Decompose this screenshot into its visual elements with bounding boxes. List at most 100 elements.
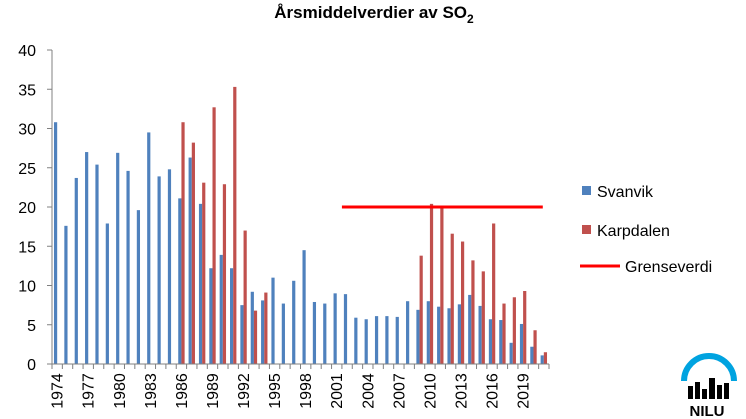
x-tick-label: 1989 — [205, 373, 222, 409]
bar-karpdalen-2020 — [533, 330, 537, 364]
bar-karpdalen-2011 — [440, 206, 444, 364]
bar-svanvik-2015 — [478, 305, 482, 364]
bar-svanvik-1982 — [136, 210, 141, 364]
x-tick-label: 1983 — [143, 373, 160, 409]
x-tick-label: 1992 — [236, 373, 253, 409]
bar-svanvik-2004 — [364, 319, 368, 364]
x-tick-label: 2004 — [360, 373, 377, 409]
bar-svanvik-1997 — [292, 280, 296, 364]
y-tick-label: 35 — [18, 82, 36, 99]
bar-svanvik-1976 — [74, 177, 78, 364]
x-tick-label: 2016 — [485, 373, 502, 409]
bar-svanvik-2005 — [374, 316, 379, 364]
bar-svanvik-2010 — [426, 301, 430, 364]
bar-karpdalen-2015 — [481, 271, 485, 364]
bar-karpdalen-2016 — [492, 223, 496, 364]
chart-title-main: Årsmiddelverdier av SO — [274, 3, 467, 22]
bar-svanvik-2002 — [343, 294, 348, 364]
nilu-logo: NILU — [681, 353, 737, 419]
y-tick-label: 20 — [18, 200, 36, 217]
bar-svanvik-1991 — [230, 268, 234, 364]
logo-building-1 — [688, 386, 693, 399]
bar-svanvik-1975 — [64, 225, 68, 364]
legend-swatch-svanvik — [582, 186, 591, 195]
bar-karpdalen-1993 — [253, 310, 258, 364]
bar-karpdalen-2009 — [419, 255, 423, 364]
x-axis-ticks: 1974 1977 1980 1983 1986 1989 1992 1995 1998 2001… — [50, 373, 533, 409]
x-tick-label: 2007 — [391, 373, 408, 409]
x-tick-label: 2013 — [453, 373, 470, 409]
bar-karpdalen-2013 — [460, 241, 465, 364]
bar-svanvik-2018 — [509, 342, 513, 364]
x-tick-label: 2010 — [422, 373, 439, 409]
bar-karpdalen-2012 — [450, 233, 454, 364]
bar-svanvik-1986 — [178, 198, 182, 364]
legend-label-grenseverdi: Grenseverdi — [625, 259, 712, 276]
logo-building-6 — [724, 383, 729, 399]
bar-svanvik-2014 — [468, 294, 472, 364]
x-tick-label: 2019 — [516, 373, 533, 409]
bar-svanvik-2017 — [499, 320, 503, 364]
bar-svanvik-1974 — [53, 122, 58, 364]
bar-karpdalen-2010 — [429, 203, 434, 364]
legend-swatch-karpdalen — [582, 225, 591, 234]
bar-karpdalen-2017 — [502, 303, 506, 364]
bar-svanvik-1978 — [95, 164, 99, 364]
x-tick-label: 1980 — [112, 373, 129, 409]
bar-karpdalen-1989 — [212, 107, 216, 365]
bar-karpdalen-1986 — [181, 122, 185, 364]
chart-title-subscript: 2 — [467, 12, 474, 26]
bar-svanvik-1992 — [240, 305, 244, 365]
bar-svanvik-2016 — [488, 319, 493, 364]
bar-svanvik-1998 — [302, 250, 306, 364]
x-tick-label: 1995 — [267, 373, 284, 409]
bar-svanvik-2008 — [406, 301, 410, 364]
bar-svanvik-2011 — [437, 306, 441, 364]
bar-svanvik-1988 — [198, 203, 203, 364]
axes — [47, 49, 550, 369]
bar-svanvik-2001 — [333, 293, 337, 364]
bar-svanvik-1993 — [250, 291, 254, 364]
bar-karpdalen-1994 — [264, 292, 268, 364]
y-tick-label: 0 — [27, 357, 36, 374]
logo-building-4 — [709, 378, 715, 399]
y-axis-ticks: 0 5 10 15 20 25 30 35 40 — [18, 43, 36, 374]
bar-karpdalen-1992 — [243, 230, 247, 364]
legend-label-svanvik: Svanvik — [597, 184, 654, 201]
bar-svanvik-2021 — [540, 355, 544, 364]
bar-svanvik-2013 — [457, 304, 461, 364]
bar-svanvik-1980 — [116, 152, 120, 364]
bar-svanvik-1999 — [312, 301, 317, 364]
bar-svanvik-1987 — [188, 157, 192, 364]
chart-title: Årsmiddelverdier av SO2 — [274, 3, 474, 26]
bars — [53, 86, 548, 365]
bar-svanvik-1983 — [147, 132, 151, 364]
bar-karpdalen-2021 — [543, 352, 548, 364]
bar-svanvik-1979 — [105, 223, 109, 364]
bar-karpdalen-1987 — [191, 142, 195, 364]
bar-svanvik-1994 — [261, 300, 265, 364]
bar-svanvik-2012 — [447, 308, 451, 364]
bar-karpdalen-1990 — [222, 184, 227, 364]
bar-svanvik-2007 — [395, 316, 399, 364]
logo-arc — [681, 353, 737, 382]
bar-karpdalen-2019 — [523, 291, 527, 364]
x-tick-label: 1998 — [298, 373, 315, 409]
y-tick-label: 15 — [18, 239, 36, 256]
x-tick-label: 1974 — [50, 373, 67, 409]
bar-svanvik-2019 — [519, 323, 524, 364]
bar-svanvik-1984 — [157, 176, 161, 364]
logo-building-3 — [702, 389, 707, 399]
y-tick-label: 5 — [27, 318, 36, 335]
bar-svanvik-1985 — [167, 169, 172, 364]
bar-svanvik-2020 — [530, 346, 534, 364]
logo-text: NILU — [690, 403, 725, 419]
bar-svanvik-1996 — [281, 303, 285, 364]
bar-karpdalen-2018 — [512, 297, 516, 364]
bar-svanvik-2003 — [354, 317, 358, 364]
logo-building-5 — [717, 385, 722, 399]
bar-svanvik-1981 — [126, 170, 130, 364]
x-tick-label: 2001 — [329, 373, 346, 409]
